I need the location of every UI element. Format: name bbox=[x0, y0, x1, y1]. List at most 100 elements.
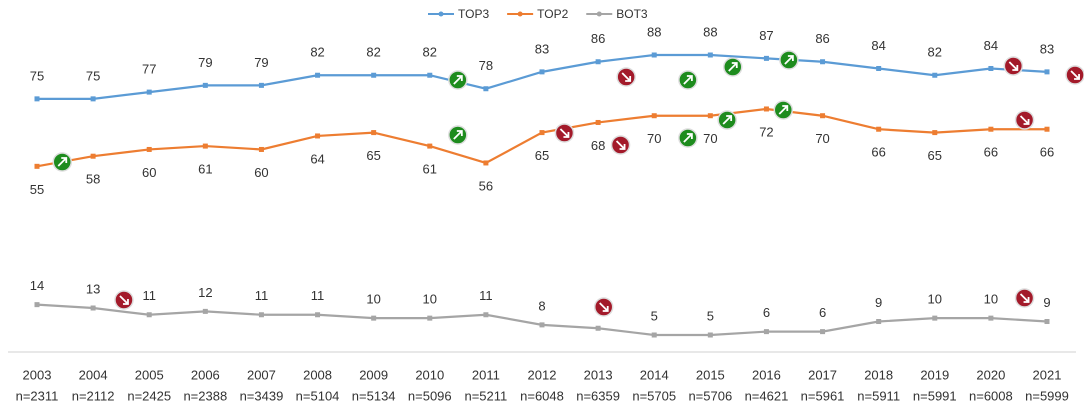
data-label: 10 bbox=[928, 292, 942, 307]
x-tick-label: 2003 bbox=[23, 367, 52, 382]
data-label: 82 bbox=[423, 45, 437, 60]
point-marker bbox=[90, 153, 96, 159]
down-arrow-icon bbox=[1003, 56, 1024, 76]
point-marker bbox=[258, 146, 264, 152]
up-arrow-icon bbox=[678, 128, 698, 148]
point-marker bbox=[202, 308, 208, 314]
point-marker bbox=[988, 65, 994, 71]
point-marker bbox=[315, 312, 321, 318]
point-marker bbox=[932, 72, 938, 78]
point-marker bbox=[539, 130, 545, 136]
point-marker bbox=[371, 130, 377, 136]
point-marker bbox=[483, 86, 489, 92]
point-marker bbox=[371, 315, 377, 321]
point-marker bbox=[483, 160, 489, 166]
data-label: 88 bbox=[647, 24, 661, 39]
sample-size-label: n=5705 bbox=[632, 388, 676, 403]
data-label: 87 bbox=[759, 28, 773, 43]
x-tick-label: 2010 bbox=[415, 367, 444, 382]
data-label: 83 bbox=[1040, 41, 1054, 56]
data-label: 65 bbox=[366, 148, 380, 163]
up-arrow-icon bbox=[448, 70, 468, 90]
data-label: 5 bbox=[651, 308, 658, 323]
x-tick-label: 2016 bbox=[752, 367, 781, 382]
sample-size-label: n=3439 bbox=[240, 388, 284, 403]
data-label: 82 bbox=[310, 45, 324, 60]
sample-size-label: n=5961 bbox=[801, 388, 845, 403]
point-marker bbox=[932, 130, 938, 136]
point-marker bbox=[90, 96, 96, 102]
point-marker bbox=[202, 82, 208, 88]
icon-arrow bbox=[615, 140, 626, 150]
icon-arrow bbox=[1070, 70, 1080, 80]
point-marker bbox=[427, 72, 433, 78]
legend-label: TOP2 bbox=[537, 7, 568, 21]
data-label: 79 bbox=[254, 55, 268, 70]
data-label: 75 bbox=[30, 68, 44, 83]
point-marker bbox=[763, 329, 769, 335]
sample-size-label: n=5134 bbox=[352, 388, 396, 403]
point-marker bbox=[1044, 319, 1050, 325]
legend-marker bbox=[596, 11, 602, 17]
icon-arrow bbox=[119, 295, 129, 305]
sample-size-label: n=4621 bbox=[745, 388, 789, 403]
sample-size-label: n=2425 bbox=[127, 388, 171, 403]
icon-arrow bbox=[1019, 293, 1030, 303]
down-arrow-icon bbox=[1014, 110, 1035, 130]
icon-arrow bbox=[683, 133, 693, 143]
icon-arrow bbox=[453, 130, 463, 140]
data-label: 66 bbox=[984, 145, 998, 160]
x-tick-label: 2021 bbox=[1033, 367, 1062, 382]
point-marker bbox=[539, 322, 545, 328]
legend-marker bbox=[438, 11, 444, 17]
icon-arrow bbox=[722, 115, 733, 125]
point-marker bbox=[427, 143, 433, 149]
point-marker bbox=[146, 89, 152, 95]
point-marker bbox=[427, 315, 433, 321]
data-label: 77 bbox=[142, 62, 156, 77]
data-label: 79 bbox=[198, 55, 212, 70]
data-label: 65 bbox=[535, 148, 549, 163]
icon-arrow bbox=[559, 128, 570, 138]
point-marker bbox=[707, 52, 713, 58]
x-tick-label: 2007 bbox=[247, 367, 276, 382]
down-arrow-icon bbox=[554, 123, 575, 143]
data-label: 78 bbox=[479, 58, 493, 73]
x-tick-label: 2020 bbox=[976, 367, 1005, 382]
data-label: 10 bbox=[366, 292, 380, 307]
point-marker bbox=[595, 119, 601, 125]
x-tick-label: 2013 bbox=[584, 367, 613, 382]
sample-size-label: n=5211 bbox=[464, 388, 507, 403]
point-marker bbox=[90, 305, 96, 311]
data-label: 9 bbox=[875, 295, 882, 310]
data-label: 11 bbox=[479, 288, 493, 303]
point-marker bbox=[820, 59, 826, 65]
up-arrow-icon bbox=[723, 57, 743, 77]
data-label: 66 bbox=[1040, 145, 1054, 160]
x-tick-label: 2012 bbox=[528, 367, 557, 382]
series-line bbox=[37, 53, 1048, 100]
point-marker bbox=[371, 72, 377, 78]
point-marker bbox=[1044, 69, 1050, 75]
icon-arrow bbox=[778, 105, 789, 115]
data-label: 13 bbox=[86, 281, 100, 296]
point-marker bbox=[876, 126, 882, 132]
data-label: 75 bbox=[86, 68, 100, 83]
sample-size-label: n=5999 bbox=[1025, 388, 1069, 403]
up-arrow-icon bbox=[717, 110, 737, 130]
data-label: 6 bbox=[819, 305, 826, 320]
point-marker bbox=[651, 113, 657, 119]
data-label: 84 bbox=[984, 38, 998, 53]
data-label: 61 bbox=[423, 162, 437, 177]
point-marker bbox=[595, 59, 601, 65]
data-label: 61 bbox=[198, 162, 212, 177]
down-arrow-icon bbox=[616, 67, 636, 87]
data-label: 12 bbox=[198, 285, 212, 300]
data-label: 11 bbox=[255, 288, 269, 303]
data-label: 11 bbox=[311, 288, 325, 303]
x-tick-label: 2005 bbox=[135, 367, 164, 382]
point-marker bbox=[876, 65, 882, 71]
sample-size-label: n=5706 bbox=[688, 388, 732, 403]
point-marker bbox=[763, 55, 769, 61]
x-tick-label: 2019 bbox=[920, 367, 949, 382]
